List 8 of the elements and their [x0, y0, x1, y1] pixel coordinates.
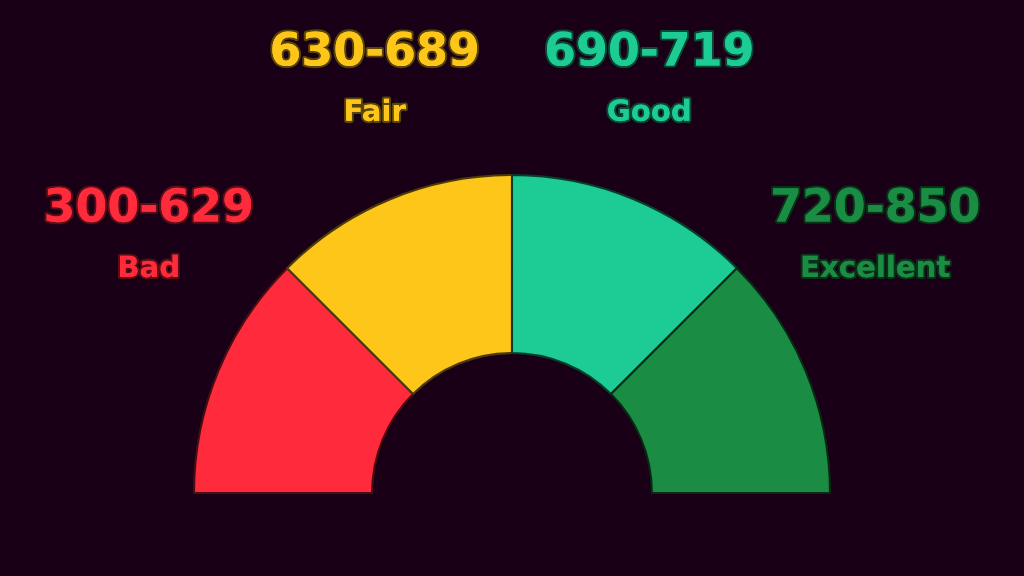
text: 720-850	[773, 187, 979, 223]
text: 300-629	[46, 187, 252, 223]
text: 690-719	[546, 31, 752, 67]
slice-label: Fair	[346, 98, 406, 122]
slice-label: Good	[608, 98, 690, 122]
slice-label: Bad	[120, 254, 178, 278]
slice-label: Excellent	[802, 254, 950, 278]
text: 630-689	[272, 31, 477, 67]
